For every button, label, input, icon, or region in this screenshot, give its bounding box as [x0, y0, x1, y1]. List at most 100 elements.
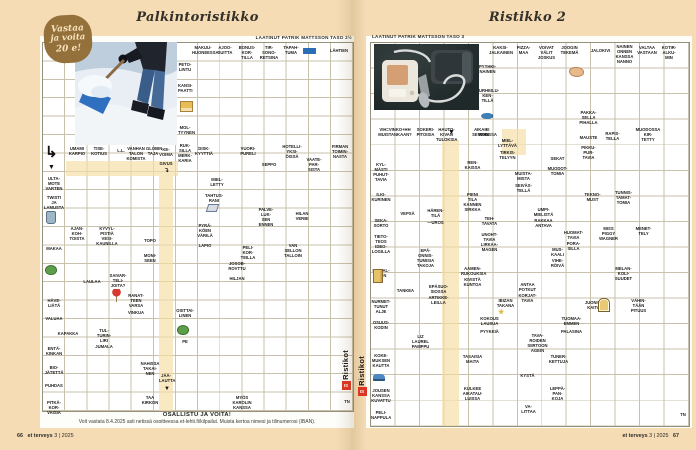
clue-cell: UMAMI KARPIO [68, 146, 86, 156]
clue-cell: NAINEN ONNEN KANSSA NANNO [615, 44, 634, 64]
clue-cell: TN [344, 399, 350, 404]
snow-shoveling-photo [75, 42, 177, 145]
is-ristikot-logo-left: Ristikot IS [340, 350, 352, 390]
clue-cell: PITKÄ- KOR- VAISIA [47, 400, 61, 415]
clue-cell: VIHE- RÖIVÄ [550, 258, 565, 268]
clue-cell: PELI- NAPPULA [371, 410, 392, 420]
clue-cell: RAKKAA ANTAVA [534, 218, 553, 228]
clue-cell: MAKAA [46, 246, 62, 251]
clue-cell: JALOKIVI [590, 48, 611, 53]
clue-cell: TANKEA [396, 288, 415, 293]
participate-text: Voit vastata 8.4.2025 asti netissä osoit… [78, 419, 316, 425]
ristikot-logo-text: Ristikot [357, 356, 367, 386]
clue-cell: OSITTAI- LINEN [176, 308, 194, 318]
clue-cell: PAKKA- SELLA PIHALLA [579, 110, 598, 125]
clue-cell: HILJAN [229, 276, 245, 281]
clue-cell: MIEL- LETTY [210, 177, 224, 187]
clue-cell: BONUS- KOR- TILLA [238, 45, 256, 60]
right-page-title: Ristikko 2 [488, 10, 567, 25]
right-page-number: 67 [673, 433, 679, 439]
arrow-icon: ▼ [48, 164, 55, 171]
clue-cell: HILAN VERBI [295, 211, 309, 221]
clue-cell: AAMEN- RUKOUKSIA [461, 266, 487, 276]
prize-badge: Vastaa ja voita 20 e! [42, 13, 94, 65]
highlight-band [502, 129, 526, 155]
clue-cell: ARTIKKE- LEILLA [428, 295, 449, 305]
clue-cell: PYRÄ- KÖEN VÄRILÄ [197, 223, 213, 238]
right-credit-line: LAATINUT PATRIK MATTSSON TASO 3 [372, 34, 465, 39]
arrow-icon: ★ [498, 309, 505, 316]
clue-cell: AIKAI- SEMMIN [472, 127, 489, 137]
clue-cell: JÄÄ- LAUTTA [159, 373, 176, 383]
clue-cell: VA- LITTAA [521, 404, 536, 414]
clue-cell: GLOBIN TAJA [146, 146, 163, 156]
clue-cell: LÄHTIEN [329, 48, 349, 53]
clue-cell: HÄVE- LIÄTÄ [47, 298, 61, 308]
eraser-icon [205, 204, 220, 212]
clue-cell: KYSTÄ [520, 373, 535, 378]
clue-cell: PALVE- LUK- SEN ENNEN [258, 207, 274, 227]
clue-cell: ILKI- KURINEN [371, 192, 391, 202]
clue-cell: MAKUU- HUONEESSA [192, 45, 219, 55]
left-footer-issue: 3 | 2025 [54, 433, 74, 439]
clue-cell: PE [182, 339, 188, 344]
clue-cell: JOOGIN TEKEMÄ [560, 45, 579, 55]
right-footer-issue: 3 | 2025 [649, 433, 669, 439]
clue-cell: NURMET- TUNUT ALJE [371, 299, 391, 314]
clue-cell: KULKEE AIKATAU- LUISSA [462, 386, 483, 401]
clue-cell: KOKOUS LAUSUA [480, 316, 499, 326]
window-icon [598, 298, 610, 312]
clue-cell: SEPPO [261, 162, 277, 167]
clue-cell: FIRMAN TOIMIN- NASTA [331, 144, 349, 159]
clue-cell: SEKA- SORTO [373, 218, 389, 228]
clue-cell: HOTELLI- YKSI- ÖISSÄ [282, 144, 302, 159]
envelope-icon [180, 101, 193, 112]
clue-cell: TEH- TAVATA [481, 216, 498, 226]
clue-cell: TAPAH- TUMA [283, 45, 299, 55]
clue-cell: LAULAA [83, 279, 101, 284]
clue-cell: TEKNO- MUST [584, 192, 601, 202]
clue-cell: MUISTA- MISTA [514, 171, 533, 181]
fish-icon [481, 113, 492, 119]
clue-cell: VINKUA [127, 310, 145, 315]
clue-cell: VANHAN TALON KOMISTA [126, 146, 146, 161]
clue-cell: UMPI- MIELISTÄ [533, 207, 554, 217]
is-logo-icon: IS [341, 380, 351, 390]
clue-cell: KOKE- MUKSEN KAUTTA [371, 353, 391, 368]
snow-photo-art [75, 42, 177, 145]
participate-title: OSALLISTU JA VOITA! [162, 412, 232, 418]
is-ristikot-logo-right: Ristikot IS [356, 356, 368, 396]
clue-cell: MONI- SEEN [143, 253, 157, 263]
clue-cell: TASAISIA MAITA [462, 354, 483, 364]
clue-cell: NAHISSA TAKAI- NEN [140, 361, 160, 376]
clue-cell: MISS PIGGY WAGNER [599, 226, 618, 241]
clue-cell: L.L. [117, 148, 125, 153]
clue-cell: KYL- MÄSTI PUHUT- TAVIA [373, 162, 389, 182]
clue-cell: TUNNIS- TAMAT- TOMIA [615, 190, 632, 205]
clue-cell: VEPSÄ [400, 211, 415, 216]
clue-cell: KOTIR- ALKU- MIN [661, 45, 677, 60]
frog-icon [177, 325, 189, 335]
clue-cell: VAN SELLON TALLOIN [284, 243, 302, 258]
is-logo-icon: IS [357, 386, 367, 396]
clue-cell: AJOO- SUITTA [217, 45, 233, 55]
clue-cell: KYVYL- PISTIÄ VESI- KAUNILLA [96, 226, 118, 246]
clue-cell: VÄHIN- TÄÄN PITUUS [630, 298, 647, 313]
blood-pressure-monitor-photo [374, 44, 479, 110]
car-icon [373, 374, 385, 381]
highlight-band [159, 176, 173, 411]
clue-cell: JUONIK- KAITA [584, 300, 603, 310]
clue-cell: MYÖS KAROLIN KANSSA [232, 395, 252, 410]
highlight-band [442, 140, 459, 426]
arrow-icon: ↳ [45, 144, 58, 161]
clue-cell: EPÄ- ONNIS- TUMISIA [416, 248, 435, 263]
clue-cell: PIENI TILA KANNEN SIRKKA [463, 192, 482, 212]
clue-cell: AJAN- KOH- TOISTA [69, 226, 85, 241]
clue-cell: MUODOT- TOMIA [547, 166, 568, 176]
clue-cell: PYYKKIÄ [480, 329, 499, 334]
clue-cell: KORJAT- TAVIA [518, 293, 537, 303]
clue-cell: VOIVAT VÄLIT JOSKUS [537, 45, 556, 60]
left-footer-mag: et terveys [27, 433, 53, 439]
clue-cell: RAPIS- TELLA [605, 131, 620, 141]
